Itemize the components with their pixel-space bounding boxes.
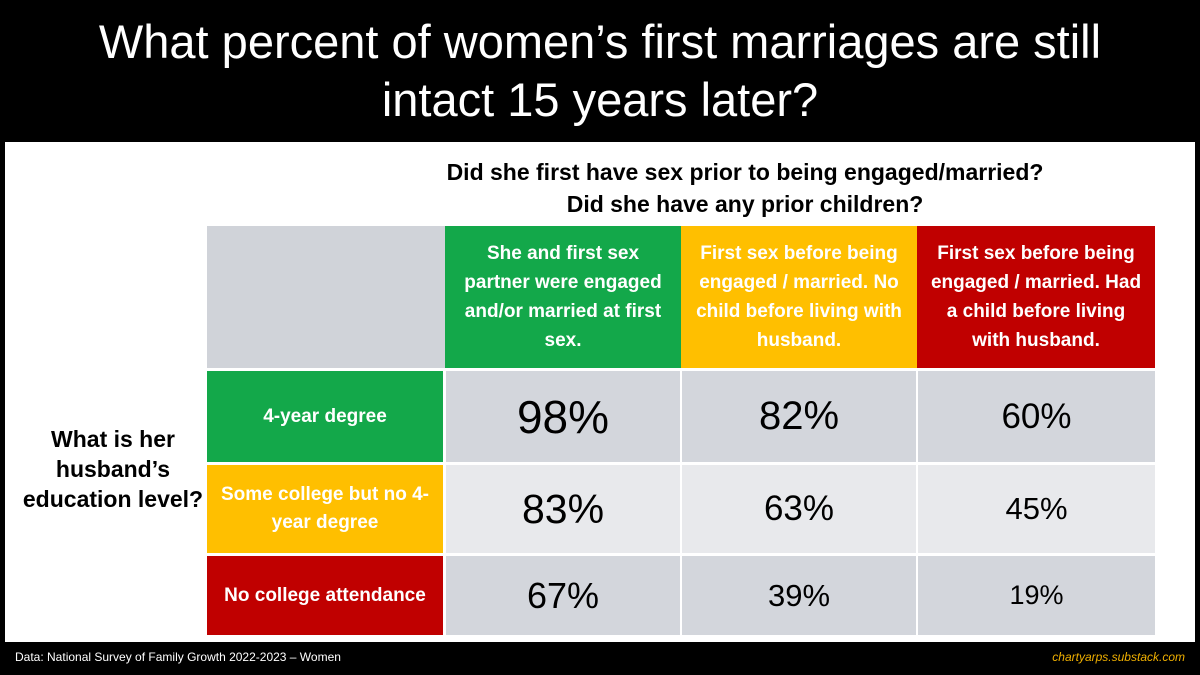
cell-no-college-had-child: 19% [918, 556, 1155, 635]
cell-no-college-engaged: 67% [446, 556, 680, 635]
cell-4yr-had-child: 60% [918, 371, 1155, 462]
row-header-no-college: No college attendance [207, 556, 443, 635]
cell-no-college-no-child: 39% [682, 556, 916, 635]
row-header-4-year-degree: 4-year degree [207, 371, 443, 462]
column-question-line-1: Did she first have sex prior to being en… [446, 159, 1044, 185]
cell-some-college-no-child: 63% [682, 465, 916, 553]
table-panel: Did she first have sex prior to being en… [5, 142, 1195, 642]
column-header-prior-child: First sex before being engaged / married… [917, 226, 1155, 368]
cell-some-college-engaged: 83% [446, 465, 680, 553]
column-header-no-prior-child: First sex before being engaged / married… [681, 226, 917, 368]
column-question-line-2: Did she have any prior children? [566, 191, 924, 217]
column-header-engaged-at-first-sex: She and first sex partner were engaged a… [445, 226, 681, 368]
row-header-some-college: Some college but no 4-year degree [207, 465, 443, 553]
page-title: What percent of women’s first marriages … [98, 15, 1102, 126]
credit-link[interactable]: chartyarps.substack.com [1052, 650, 1185, 664]
cell-4yr-no-child: 82% [682, 371, 916, 462]
data-source-note: Data: National Survey of Family Growth 2… [15, 650, 341, 664]
column-question: Did she first have sex prior to being en… [320, 156, 1170, 220]
cell-4yr-engaged: 98% [446, 371, 680, 462]
corner-cell [207, 226, 445, 368]
row-question: What is her husband’s education level? [22, 426, 204, 512]
title-bar: What percent of women’s first marriages … [0, 0, 1200, 142]
cell-some-college-had-child: 45% [918, 465, 1155, 553]
